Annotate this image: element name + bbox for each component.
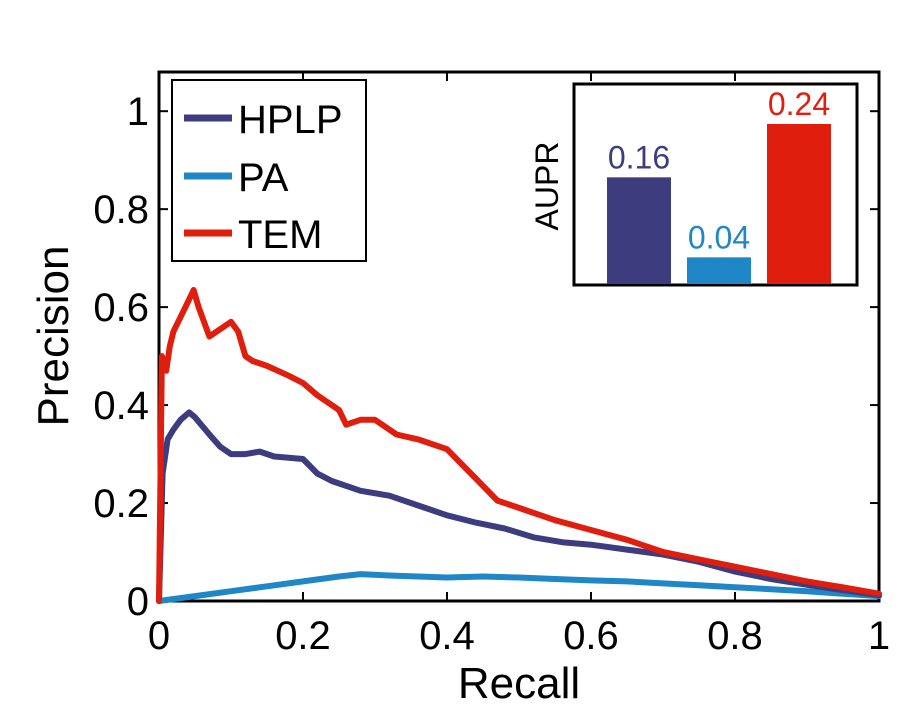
inset-bars: 0.16 0.04 0.24 xyxy=(607,86,831,284)
inset-bar-hplp xyxy=(607,177,671,284)
legend-label-pa: PA xyxy=(238,156,289,200)
series-lines xyxy=(156,287,882,604)
inset-bar-label-tem: 0.24 xyxy=(768,86,830,122)
y-tick-label: 0 xyxy=(127,580,149,624)
inset-bar-chart: AUPR 0.16 0.04 0.24 xyxy=(529,82,859,287)
inset-bar-label-pa: 0.04 xyxy=(688,219,750,255)
y-tick-label: 0.4 xyxy=(93,384,149,428)
inset-bar-label-hplp: 0.16 xyxy=(608,139,670,175)
x-tick-label: 0.2 xyxy=(275,614,331,658)
x-tick-label: 0.6 xyxy=(563,614,619,658)
plot-frame xyxy=(157,70,881,603)
series-line-tem xyxy=(156,287,882,604)
y-tick-label: 0.6 xyxy=(93,286,149,330)
inset-bar-tem xyxy=(767,124,831,284)
inset-bar-pa xyxy=(687,257,751,284)
inset-y-axis-label: AUPR xyxy=(529,142,565,231)
x-tick-label: 0 xyxy=(148,614,170,658)
y-axis-label: Precision xyxy=(29,246,78,427)
y-tick-label: 1 xyxy=(127,90,149,134)
legend: HPLP PA TEM xyxy=(171,79,367,262)
legend-label-tem: TEM xyxy=(238,213,322,257)
y-tick-label: 0.2 xyxy=(93,482,149,526)
x-tick-label: 1 xyxy=(868,614,890,658)
axis-ticks: 0 0.2 0.4 0.6 0.8 1 0 0.2 0.4 0.6 0.8 1 xyxy=(93,72,890,658)
x-axis-label: Recall xyxy=(458,659,580,708)
x-tick-label: 0.4 xyxy=(419,614,475,658)
legend-label-hplp: HPLP xyxy=(238,98,343,142)
x-tick-label: 0.8 xyxy=(707,614,763,658)
y-tick-label: 0.8 xyxy=(93,188,149,232)
series-line-pa xyxy=(156,571,882,604)
